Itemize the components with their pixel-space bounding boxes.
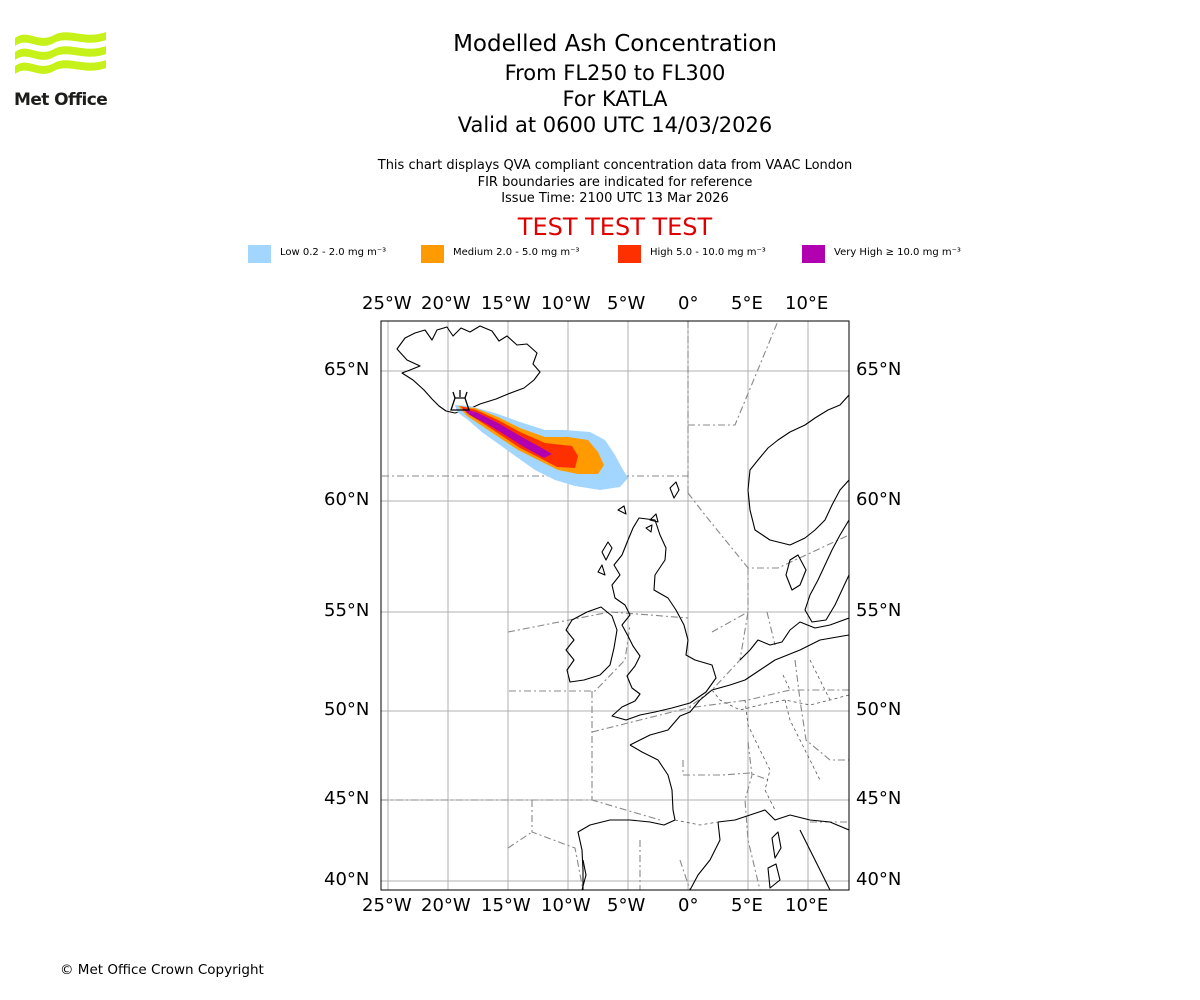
lon-label-top: 10°E (785, 293, 829, 314)
chart-title-block: Modelled Ash Concentration From FL250 to… (415, 30, 815, 138)
met-office-logo: Met Office (14, 30, 109, 112)
lat-label-left: 50°N (324, 699, 370, 720)
lon-label-top: 25°W (362, 293, 412, 314)
volcano-icon (450, 390, 470, 411)
lon-label-bottom: 0° (678, 895, 699, 916)
legend-swatch-low (248, 245, 271, 263)
map-frame (380, 320, 850, 891)
ash-plume (455, 405, 628, 490)
legend-swatch-very-high (802, 245, 825, 263)
lat-label-left: 65°N (324, 359, 370, 380)
ash-low-contour (455, 405, 628, 490)
chart-title: Modelled Ash Concentration (453, 31, 777, 57)
issue-time: Issue Time: 2100 UTC 13 Mar 2026 (501, 191, 729, 206)
description-text: This chart displays QVA compliant concen… (377, 158, 853, 173)
lon-label-top: 5°W (607, 293, 646, 314)
coastlines (396, 325, 849, 890)
logo-text: Met Office (14, 90, 108, 110)
fir-boundaries (381, 321, 849, 890)
lon-label-bottom: 15°W (481, 895, 531, 916)
valid-time: Valid at 0600 UTC 14/03/2026 (457, 113, 773, 137)
lat-label-right: 45°N (856, 788, 902, 809)
lon-label-bottom: 25°W (362, 895, 412, 916)
lat-label-right: 60°N (856, 489, 902, 510)
met-office-wave-icon (15, 32, 106, 74)
lon-label-top: 10°W (541, 293, 591, 314)
lon-label-top: 5°E (731, 293, 763, 314)
lon-label-top: 0° (678, 293, 699, 314)
lat-label-left: 60°N (324, 489, 370, 510)
volcano-name: For KATLA (562, 87, 668, 111)
ash-high-contour (460, 406, 578, 468)
lat-label-right: 65°N (856, 359, 902, 380)
legend-swatch-medium (421, 245, 444, 263)
lon-label-top: 20°W (421, 293, 471, 314)
level-range: From FL250 to FL300 (504, 61, 726, 85)
lon-label-bottom: 10°E (785, 895, 829, 916)
graticule (381, 321, 849, 890)
lat-label-left: 55°N (324, 600, 370, 621)
copyright: © Met Office Crown Copyright (60, 962, 264, 978)
ash-medium-contour (458, 406, 604, 474)
lon-label-bottom: 5°E (731, 895, 763, 916)
ash-very-high-contour (462, 408, 552, 458)
lon-label-bottom: 20°W (421, 895, 471, 916)
lat-label-left: 40°N (324, 869, 370, 890)
legend-label-very-high: Very High ≥ 10.0 mg m⁻³ (834, 247, 961, 258)
lon-label-bottom: 5°W (607, 895, 646, 916)
legend-label-medium: Medium 2.0 - 5.0 mg m⁻³ (453, 247, 580, 258)
lat-label-right: 55°N (856, 600, 902, 621)
fir-note: FIR boundaries are indicated for referen… (477, 174, 753, 190)
chart-notes: This chart displays QVA compliant concen… (315, 158, 915, 208)
lat-label-right: 40°N (856, 869, 902, 890)
lat-label-right: 50°N (856, 699, 902, 720)
legend-swatch-high (618, 245, 641, 263)
legend-label-low: Low 0.2 - 2.0 mg m⁻³ (280, 247, 387, 258)
test-banner: TEST TEST TEST (517, 213, 713, 241)
lon-label-top: 15°W (481, 293, 531, 314)
legend-label-high: High 5.0 - 10.0 mg m⁻³ (650, 247, 766, 258)
lat-label-left: 45°N (324, 788, 370, 809)
lon-label-bottom: 10°W (541, 895, 591, 916)
country-borders (674, 659, 849, 826)
